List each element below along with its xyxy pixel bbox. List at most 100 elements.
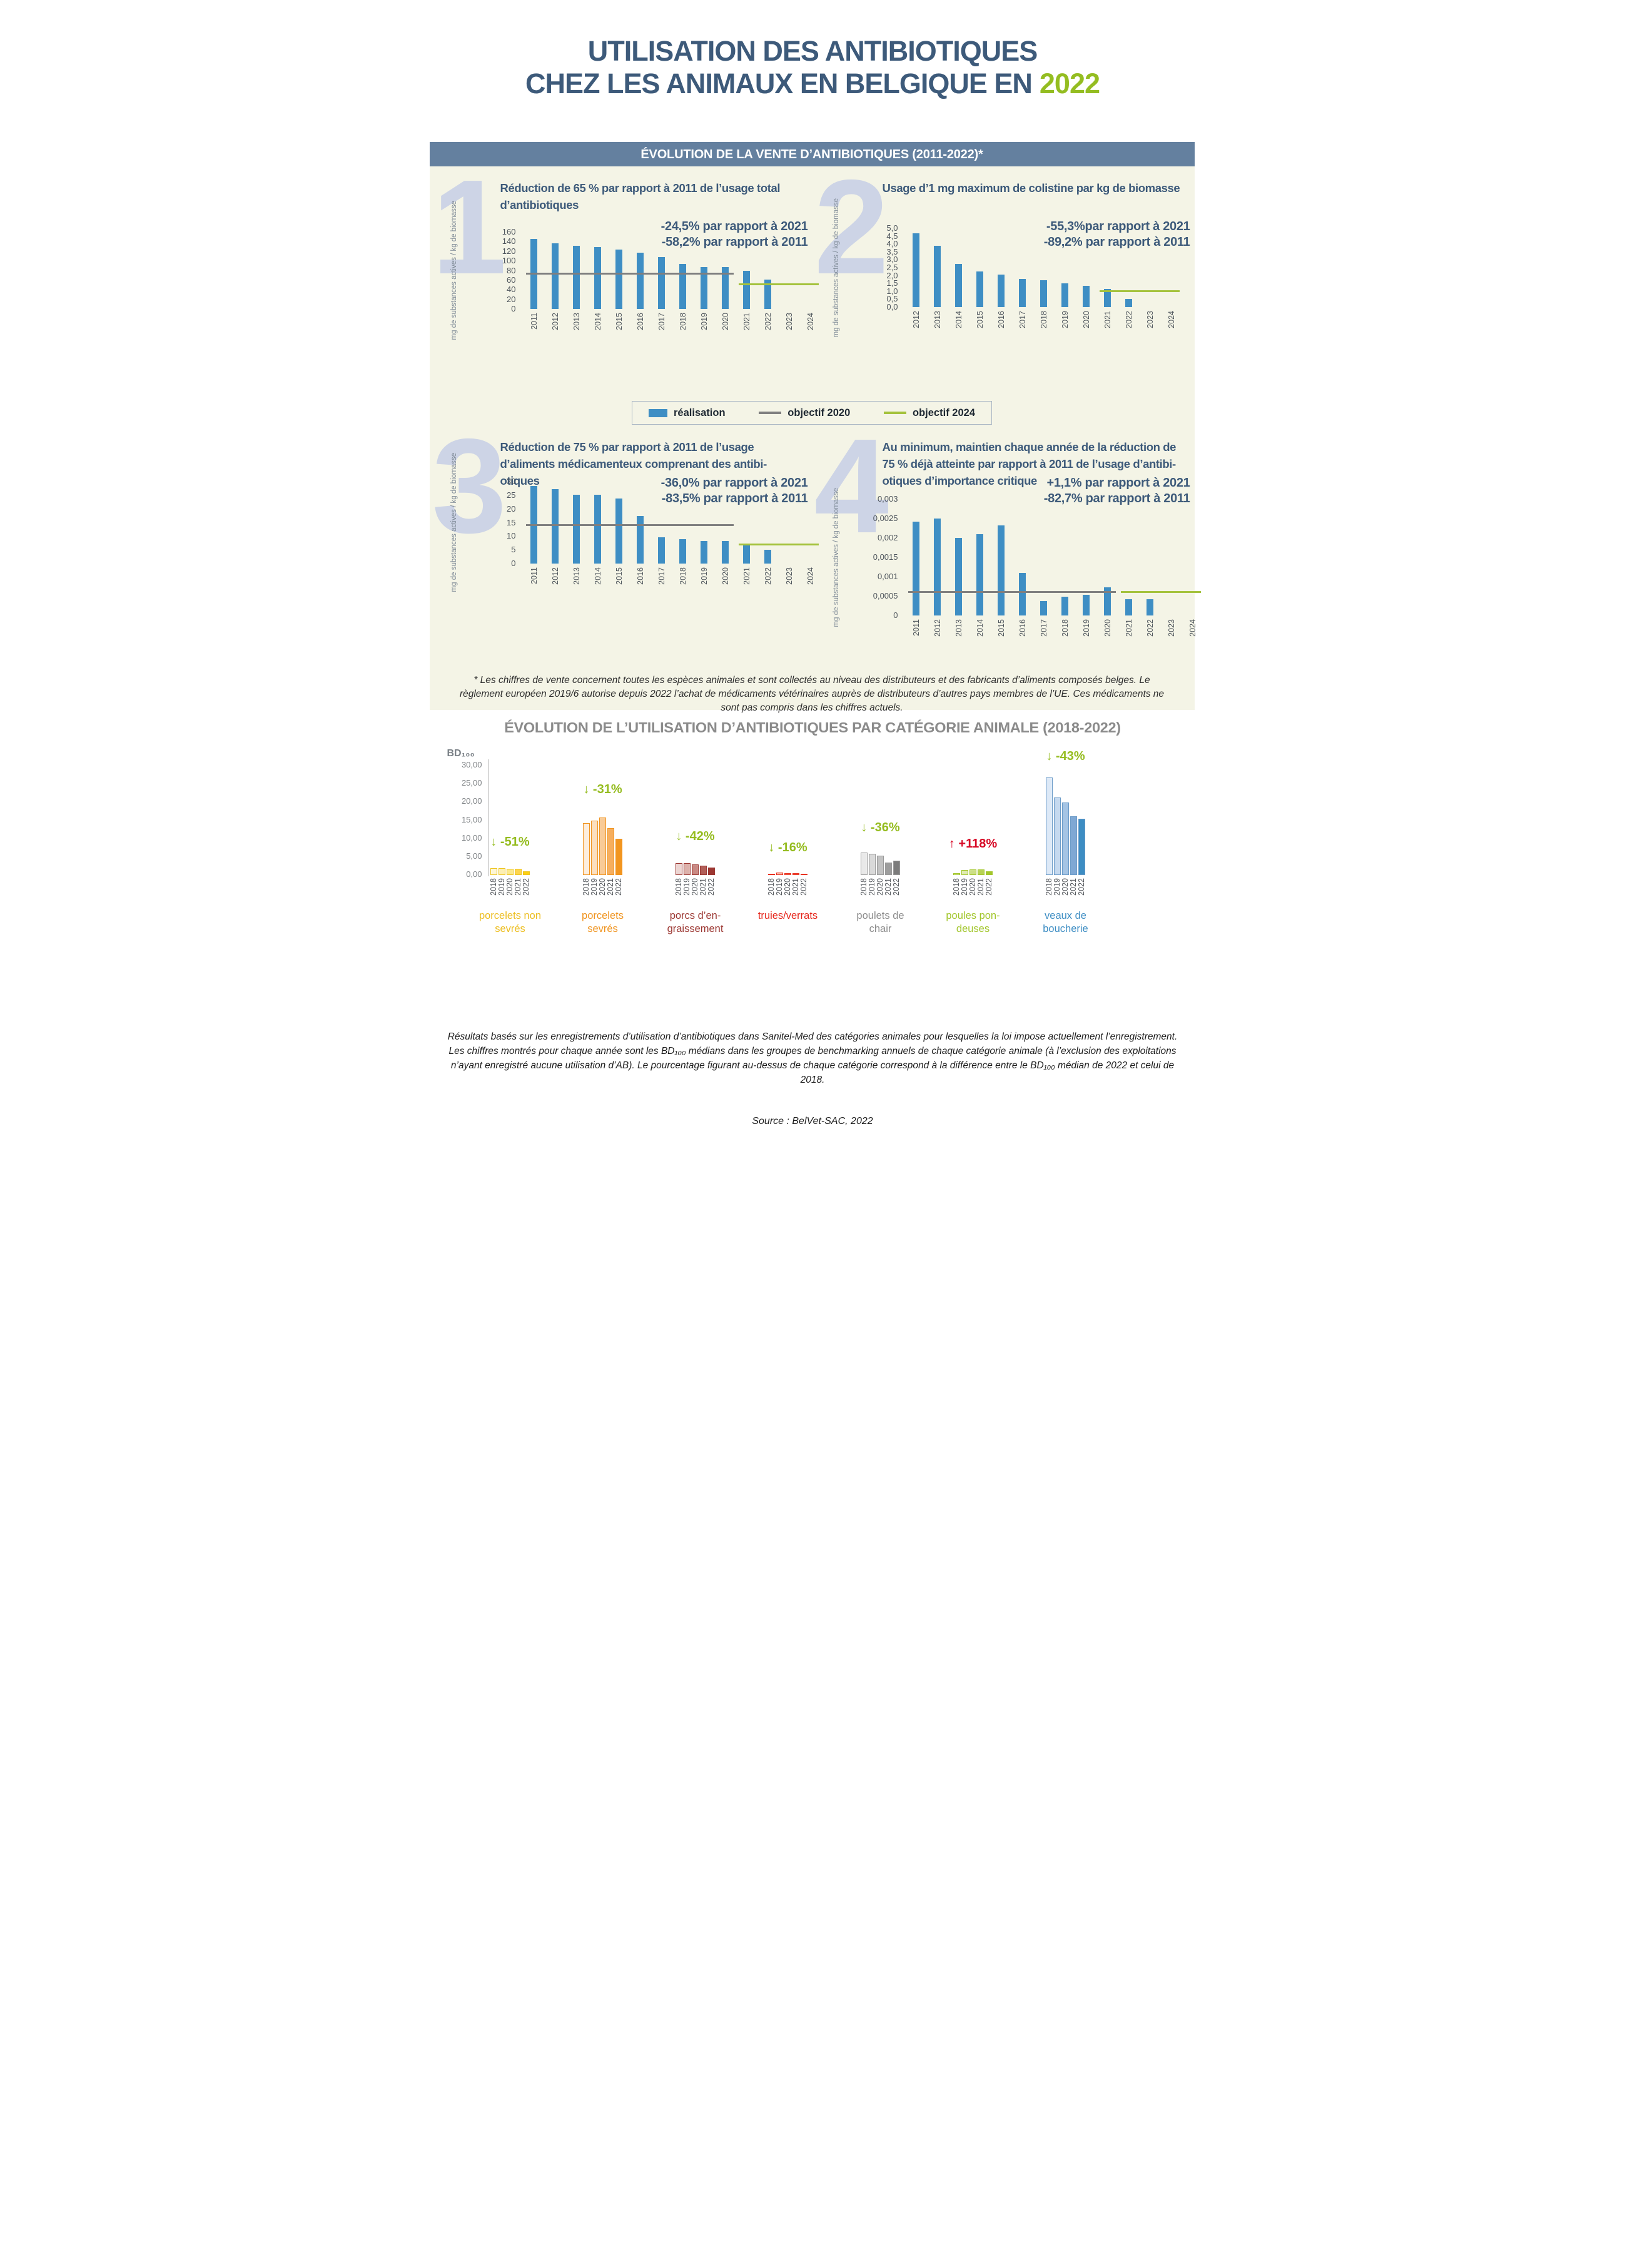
bar xyxy=(722,540,729,564)
bar xyxy=(955,263,962,307)
annotation-line: -24,5% par rapport à 2021 xyxy=(661,220,808,233)
title-line2: CHEZ LES ANIMAUX EN BELGIQUE EN xyxy=(525,68,1033,100)
objective-line xyxy=(1099,290,1180,293)
bar xyxy=(722,267,729,309)
bar xyxy=(573,494,580,564)
group-year-labels: 2018 2019 2020 2021 2022 xyxy=(674,878,716,896)
x-tick-label: 2011 xyxy=(529,567,539,584)
realisation-swatch-icon xyxy=(649,408,667,417)
chart-title: Réduction de 65 % par rapport à 2011 de … xyxy=(500,181,781,211)
bar xyxy=(885,862,892,875)
bar xyxy=(1040,601,1047,615)
bar xyxy=(1054,797,1061,875)
objective-line xyxy=(738,283,819,286)
y-tick-label: 0,003 xyxy=(877,494,898,504)
bar xyxy=(676,863,682,875)
bar xyxy=(1104,587,1111,615)
infographic-page: UTILISATION DES ANTIBIOTIQUES CHEZ LES A… xyxy=(406,0,1219,1134)
bar xyxy=(1125,298,1132,307)
y-tick-label: 0,0005 xyxy=(873,591,898,600)
objective-line xyxy=(1120,591,1201,594)
bar xyxy=(976,271,983,307)
y-tick-label: 3,0 xyxy=(886,255,898,265)
y-tick-label: 5,00 xyxy=(466,851,482,861)
y-tick-label: 5 xyxy=(511,545,516,555)
x-tick-label: 2023 xyxy=(784,313,794,330)
bar xyxy=(615,838,622,875)
objectif-2020-line-icon xyxy=(759,412,782,414)
section-ventes-banner: ÉVOLUTION DE LA VENTE D’ANTIBIOTIQUES (2… xyxy=(429,142,1195,166)
bar xyxy=(934,519,941,615)
group-bars xyxy=(582,748,624,875)
legend-item-realisation: réalisation xyxy=(649,407,726,419)
y-tick-label: 0 xyxy=(893,610,898,620)
bar xyxy=(1046,777,1053,875)
group-year-labels: 2018 2019 2020 2021 2022 xyxy=(1045,878,1086,896)
objective-line xyxy=(525,273,734,275)
legend: réalisation objectif 2020 objectif 2024 xyxy=(632,401,992,425)
y-tick-label: 140 xyxy=(502,236,516,246)
bar xyxy=(743,544,750,564)
x-tick-label: 2022 xyxy=(763,313,772,330)
bar xyxy=(615,498,622,564)
group-year-labels: 2018 2019 2020 2021 2022 xyxy=(489,878,531,896)
category-label: truies/verrats xyxy=(757,910,818,921)
change-annotation: ↓ -42% xyxy=(676,829,715,844)
objective-line xyxy=(908,591,1116,594)
annotation-line: -82,7% par rapport à 2011 xyxy=(1043,492,1190,505)
bar xyxy=(1019,278,1026,307)
x-tick-label: 2021 xyxy=(742,313,751,330)
x-tick-label: 2015 xyxy=(975,311,985,328)
x-tick-label: 2014 xyxy=(593,313,602,330)
bar xyxy=(658,537,665,564)
bar xyxy=(679,539,686,564)
bar xyxy=(637,253,644,309)
y-axis-label: mg de substances actives / kg de biomass… xyxy=(450,201,458,340)
bar xyxy=(792,873,799,875)
bar xyxy=(764,550,771,564)
bar xyxy=(955,538,962,615)
annotation-line: -83,5% par rapport à 2011 xyxy=(661,492,808,505)
x-tick-label: 2013 xyxy=(572,313,581,330)
x-tick-label: 2019 xyxy=(699,567,709,585)
x-tick-label: 2013 xyxy=(572,567,581,585)
x-tick-label: 2016 xyxy=(996,311,1006,328)
bar xyxy=(969,869,976,875)
chart-title: Au minimum, maintien chaque année de la … xyxy=(882,440,1177,487)
chart-2-colistine: 2 Usage d’1 mg maximum de colistine par k… xyxy=(812,159,1194,398)
x-tick-label: 2017 xyxy=(1018,311,1027,328)
x-tick-label: 2016 xyxy=(635,567,645,585)
page-title: UTILISATION DES ANTIBIOTIQUES CHEZ LES A… xyxy=(407,35,1219,100)
y-tick-label: 25,00 xyxy=(461,778,482,788)
y-axis-label-wrap: mg de substances actives / kg de biomass… xyxy=(448,201,460,340)
x-tick-label: 2015 xyxy=(614,567,624,585)
y-tick-label: 15,00 xyxy=(461,814,482,824)
x-tick-label: 2018 xyxy=(678,313,687,330)
section-categories-title: ÉVOLUTION DE L’UTILISATION D’ANTIBIOTIQU… xyxy=(504,719,1121,736)
legend-label: réalisation xyxy=(674,407,726,418)
x-tick-label: 2014 xyxy=(975,619,985,637)
bar xyxy=(499,868,505,875)
chart-annotations: -36,0% par rapport à 2021 -83,5% par rapp… xyxy=(661,475,808,507)
category-group: ↑ +118% 2018 2019 2020 2021 2022 poules pon-de… xyxy=(946,748,1000,948)
y-tick-label: 15 xyxy=(507,517,516,527)
bar xyxy=(877,855,884,875)
y-tick-label: 0,0015 xyxy=(873,552,898,562)
y-axis-line xyxy=(488,759,489,876)
y-tick-label: 0,002 xyxy=(877,533,898,542)
change-annotation: ↓ -51% xyxy=(490,835,530,849)
y-axis-label-wrap: mg de substances actives / kg de biomass… xyxy=(448,453,460,592)
categories-animales-chart: BD₁₀₀ 0,00 5,00 10,00 15,00 20,00 25,00 30,00 ↓ … xyxy=(430,748,1195,948)
x-tick-label: 2015 xyxy=(614,313,624,330)
x-tick-label: 2022 xyxy=(1077,878,1086,896)
y-tick-label: 40 xyxy=(507,285,516,295)
y-tick-label: 160 xyxy=(502,227,516,236)
bar xyxy=(490,868,497,875)
source-line: Source : BelVet-SAC, 2022 xyxy=(752,1116,873,1126)
bar xyxy=(801,873,807,875)
legend-label: objectif 2020 xyxy=(787,407,851,418)
chart-number-watermark: 4 xyxy=(814,410,889,561)
y-tick-label: 20 xyxy=(507,504,516,514)
bar xyxy=(552,243,559,309)
group-bars xyxy=(675,748,716,875)
